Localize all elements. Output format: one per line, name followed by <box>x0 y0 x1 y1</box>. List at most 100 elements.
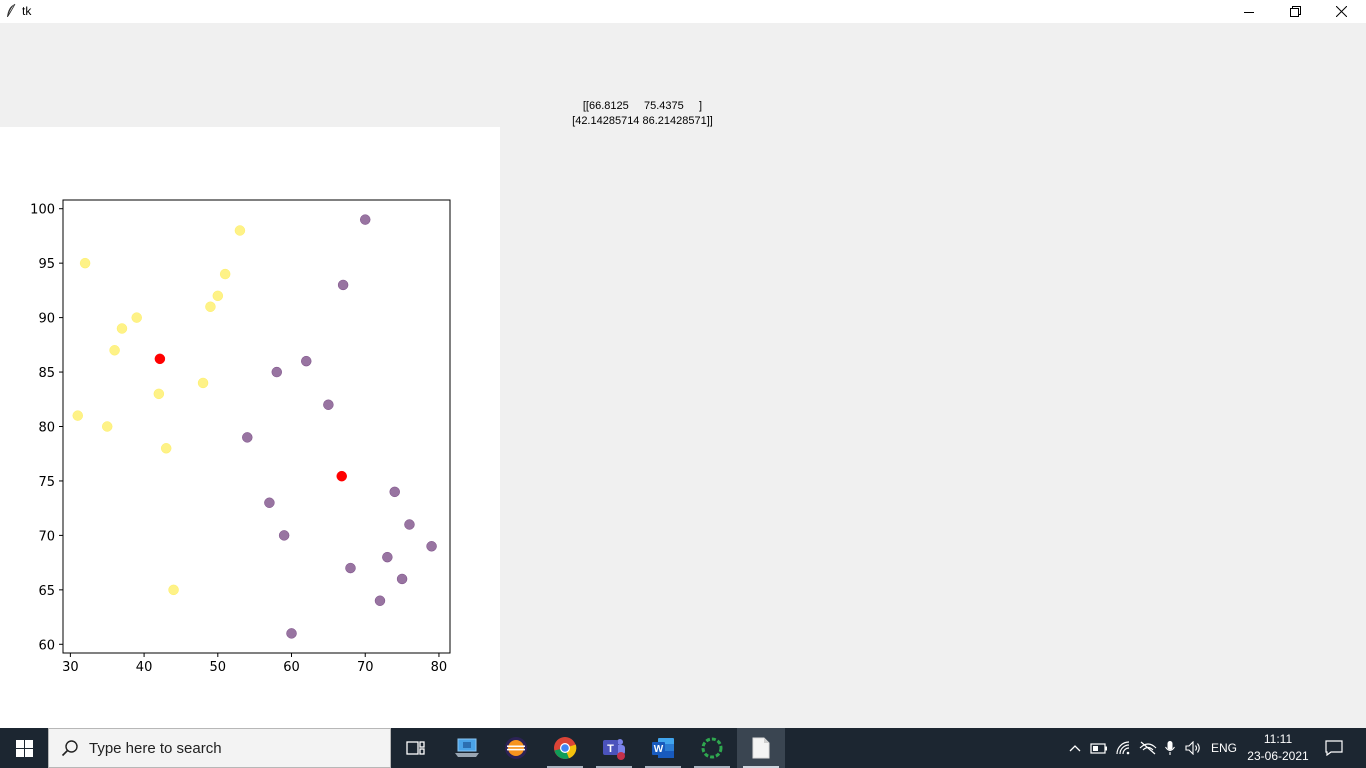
task-view-icon <box>406 741 425 755</box>
taskbar-app-teams[interactable]: T <box>590 728 638 768</box>
data-point <box>278 530 290 541</box>
window-title: tk <box>22 4 32 18</box>
data-point <box>345 562 356 574</box>
taskbar-app-notepad[interactable] <box>737 728 785 768</box>
centroids-label: [[66.8125 75.4375 ] [42.14285714 86.21428… <box>560 99 725 129</box>
y-tick-label: 70 <box>38 529 55 544</box>
notepad-icon <box>752 737 770 759</box>
network-status[interactable] <box>1137 728 1159 768</box>
data-point <box>286 628 297 639</box>
x-tick-label: 30 <box>62 660 79 675</box>
plot-canvas: 30 40 50 60 70 80 60 65 70 75 80 85 90 95 100 <box>0 127 500 728</box>
data-point <box>72 410 83 421</box>
y-tick-label: 65 <box>38 584 55 599</box>
y-tick-label: 60 <box>38 638 55 653</box>
taskbar-search[interactable]: Type here to search <box>48 728 391 768</box>
taskbar-app-loading[interactable] <box>688 728 736 768</box>
data-point <box>396 573 408 585</box>
taskbar-app-eclipse[interactable] <box>492 728 540 768</box>
centroids-label-line-1: [[66.8125 75.4375 ] <box>582 100 703 112</box>
minimize-button[interactable] <box>1226 0 1272 23</box>
y-tick-label: 80 <box>38 421 55 436</box>
search-icon <box>61 740 78 757</box>
x-tick-label: 50 <box>210 660 227 675</box>
chevron-up-icon <box>1069 745 1081 752</box>
data-point <box>197 377 209 389</box>
notification-icon <box>1325 740 1343 756</box>
title-bar: tk <box>0 0 1366 23</box>
data-point <box>382 551 393 563</box>
centroids-label-line-2: [42.14285714 86.21428571]] <box>572 115 713 127</box>
x-tick-label: 60 <box>283 660 300 675</box>
laptop-app-icon <box>455 738 479 757</box>
notification-center-button[interactable] <box>1320 728 1348 768</box>
clock[interactable]: 11:11 23-06-2021 <box>1244 731 1312 765</box>
data-point <box>337 279 349 291</box>
start-button[interactable] <box>0 728 48 768</box>
language-indicator[interactable]: ENG <box>1208 728 1240 768</box>
data-point <box>101 421 113 432</box>
close-button[interactable] <box>1318 0 1364 23</box>
data-point <box>374 595 386 606</box>
task-view-button[interactable] <box>392 728 440 768</box>
data-point <box>301 355 312 367</box>
battery-status[interactable] <box>1088 728 1110 768</box>
data-point <box>359 214 371 225</box>
data-point <box>264 497 275 508</box>
search-placeholder: Type here to search <box>89 739 222 757</box>
scatter-plot: 30 40 50 60 70 80 60 65 70 75 80 85 90 95 100 <box>30 199 451 675</box>
svg-text:W: W <box>654 744 664 755</box>
centroid-point <box>336 470 347 482</box>
tray-expand-button[interactable] <box>1064 728 1086 768</box>
data-point <box>219 268 231 280</box>
data-point <box>205 301 216 312</box>
clock-date: 23-06-2021 <box>1247 749 1309 763</box>
y-tick-label: 100 <box>30 203 55 218</box>
data-point <box>404 519 415 530</box>
microphone-status[interactable] <box>1160 728 1180 768</box>
data-point <box>242 432 253 443</box>
volume-control[interactable] <box>1183 728 1205 768</box>
word-icon: W <box>652 738 674 758</box>
taskbar-app-word[interactable]: W <box>639 728 687 768</box>
centroid-point <box>154 353 166 365</box>
data-point <box>116 323 128 334</box>
plot-frame <box>62 199 451 654</box>
teams-icon: T <box>603 739 625 760</box>
data-point <box>131 312 142 323</box>
data-point <box>234 225 246 236</box>
data-point <box>212 290 224 302</box>
battery-icon <box>1090 743 1107 754</box>
data-point <box>168 584 179 596</box>
y-tick-label: 90 <box>38 312 55 327</box>
close-icon <box>1335 6 1347 17</box>
taskbar: Type here to search <box>0 728 1366 768</box>
restore-icon <box>1289 6 1301 17</box>
feather-icon <box>7 3 16 17</box>
wifi-icon <box>1116 741 1130 755</box>
data-point <box>323 399 334 410</box>
data-point <box>160 443 172 454</box>
x-tick-label: 40 <box>136 660 153 675</box>
eclipse-icon <box>505 737 527 759</box>
y-tick-label: 95 <box>38 257 55 272</box>
data-point <box>389 486 400 498</box>
microphone-icon <box>1165 741 1175 755</box>
taskbar-app-chrome[interactable] <box>541 728 589 768</box>
x-tick-label: 80 <box>431 660 448 675</box>
minimize-icon <box>1244 11 1254 13</box>
y-tick-label: 85 <box>38 366 55 381</box>
wifi-status[interactable] <box>1113 728 1135 768</box>
taskbar-app-laptop[interactable] <box>443 728 491 768</box>
loading-app-icon <box>701 737 723 759</box>
restore-button[interactable] <box>1272 0 1318 23</box>
data-point <box>153 388 165 400</box>
data-point <box>426 541 437 552</box>
network-icon <box>1139 741 1157 755</box>
language-label: ENG <box>1210 741 1237 755</box>
y-tick-label: 75 <box>38 475 55 490</box>
data-point <box>109 345 120 356</box>
x-tick-label: 70 <box>357 660 374 675</box>
svg-text:T: T <box>607 743 614 755</box>
windows-start-icon <box>15 739 33 757</box>
